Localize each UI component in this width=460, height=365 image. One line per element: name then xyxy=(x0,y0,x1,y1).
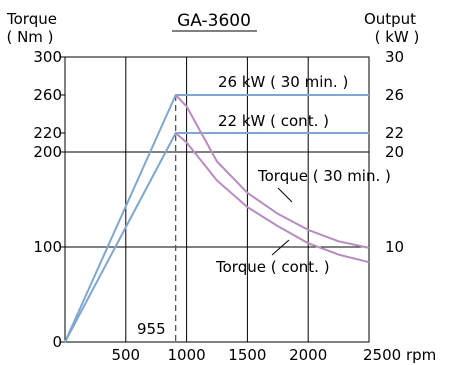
left-tick-label: 100 xyxy=(33,238,62,256)
text-layer: GA-3600 Torque ( Nm ) Output ( kW ) 0 100… xyxy=(6,10,436,364)
torque-cont-leader xyxy=(271,239,290,256)
right-axis-label-line2: ( kW ) xyxy=(375,28,420,46)
chart-title: GA-3600 xyxy=(177,11,251,31)
left-tick-label: 260 xyxy=(33,86,62,104)
right-tick-label: 22 xyxy=(385,124,404,142)
series-line-3 xyxy=(174,94,370,249)
series-line-4 xyxy=(175,132,370,264)
left-tick-label: 220 xyxy=(33,124,62,142)
left-axis-label-line1: Torque xyxy=(6,10,57,28)
left-tick-label: 0 xyxy=(52,333,62,351)
series-layer xyxy=(64,94,370,343)
right-tick-label: 20 xyxy=(385,143,404,161)
right-tick-label: 30 xyxy=(385,48,404,66)
x-tick-label: 1500 xyxy=(228,346,266,364)
series-label-2: 22 kW ( cont. ) xyxy=(218,112,329,130)
grid xyxy=(61,56,370,343)
series-label-4: Torque ( cont. ) xyxy=(215,258,330,276)
x-tick-label: 2500 rpm xyxy=(363,346,436,364)
x-tick-label: 2000 xyxy=(289,346,327,364)
right-axis-label-line1: Output xyxy=(364,10,416,28)
right-tick-label: 26 xyxy=(385,86,404,104)
x-tick-label: 500 xyxy=(111,346,140,364)
torque-30min-leader xyxy=(277,187,293,203)
plot-frame xyxy=(64,56,370,343)
left-tick-label: 200 xyxy=(33,143,62,161)
left-tick-label: 300 xyxy=(33,48,62,66)
series-label-3: Torque ( 30 min. ) xyxy=(257,167,391,185)
left-axis-label-line2: ( Nm ) xyxy=(6,28,53,46)
series-line-2 xyxy=(64,132,369,343)
x-tick-label: 1000 xyxy=(168,346,206,364)
series-label-1: 26 kW ( 30 min. ) xyxy=(218,73,348,91)
base-speed-label: 955 xyxy=(137,320,166,338)
right-tick-label: 10 xyxy=(385,238,404,256)
